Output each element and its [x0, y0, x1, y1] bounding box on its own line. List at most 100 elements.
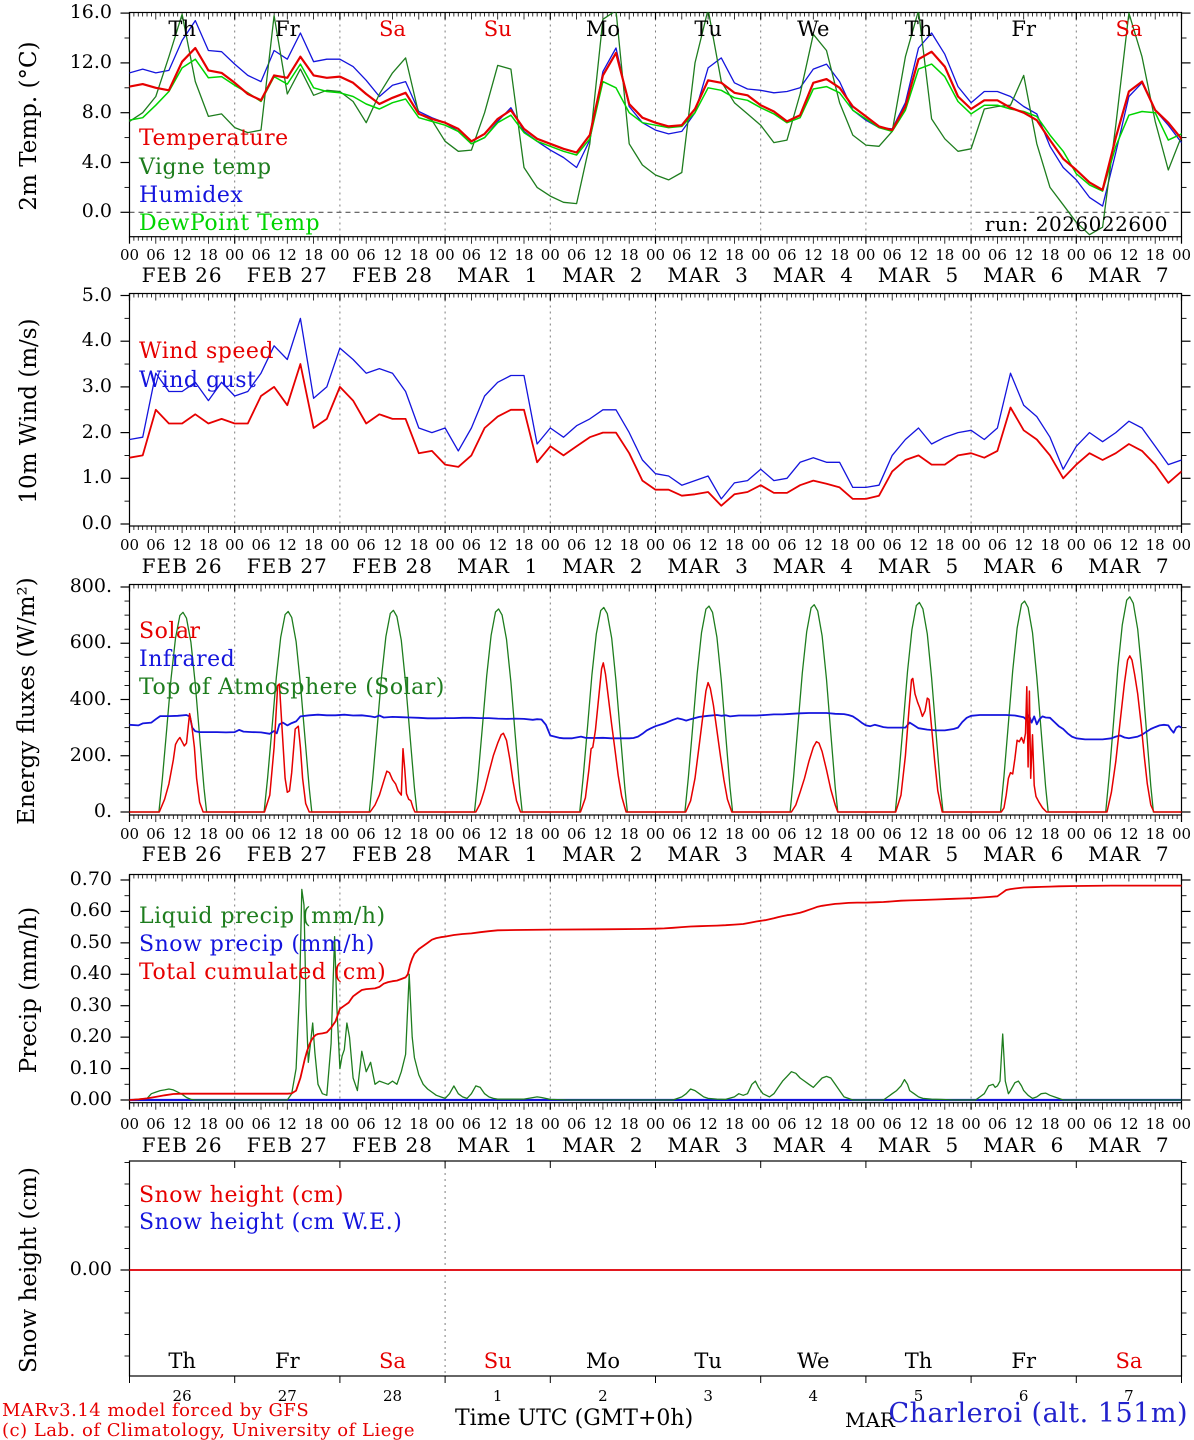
- x-hour-label: 00: [1171, 825, 1192, 843]
- y-tick-label: 8.0: [81, 100, 112, 123]
- legend-infrared: Infrared: [139, 647, 236, 672]
- x-hour-label: 06: [356, 1115, 376, 1133]
- x-hour-label: 18: [304, 246, 324, 264]
- x-axis-title: Time UTC (GMT+0h): [455, 1406, 694, 1431]
- x-hour-label: 00: [961, 536, 981, 554]
- x-hour-label: 06: [777, 825, 797, 843]
- x-hour-label: 00: [751, 825, 771, 843]
- bottom-date-label: 28: [382, 1387, 403, 1405]
- x-date-label: FEB 28: [352, 263, 433, 287]
- x-hour-label: 06: [672, 1115, 692, 1133]
- x-hour-label: 12: [1014, 246, 1034, 264]
- x-hour-label: 00: [856, 1115, 876, 1133]
- x-hour-label: 00: [540, 536, 560, 554]
- x-hour-label: 06: [1093, 246, 1113, 264]
- x-hour-label: 00: [225, 1115, 245, 1133]
- y-tick-label: 0.20: [69, 1025, 112, 1048]
- x-hour-label: 06: [567, 1115, 587, 1133]
- x-hour-label: 18: [409, 825, 429, 843]
- x-date-label: MAR 3: [667, 554, 749, 578]
- x-hour-label: 12: [698, 825, 718, 843]
- x-hour-label: 00: [751, 536, 771, 554]
- x-hour-label: 06: [672, 825, 692, 843]
- x-date-label: MAR 4: [772, 842, 855, 866]
- x-hour-label: 18: [304, 536, 324, 554]
- day-label-bottom: Mo: [585, 1349, 620, 1373]
- x-hour-label: 18: [619, 1115, 639, 1133]
- x-hour-label: 18: [409, 246, 429, 264]
- x-date-label: MAR 6: [982, 1133, 1065, 1157]
- x-hour-label: 06: [251, 1115, 271, 1133]
- x-hour-label: 06: [1093, 825, 1113, 843]
- x-hour-label: 06: [672, 536, 692, 554]
- y-tick-label: 3.0: [81, 374, 112, 397]
- y-tick-label: 16.0: [69, 1, 112, 24]
- bottom-date-label: 1: [492, 1387, 503, 1405]
- x-hour-label: 06: [882, 246, 902, 264]
- x-hour-label: 06: [356, 246, 376, 264]
- day-label-bottom: Th: [168, 1349, 196, 1373]
- legend-toa-solar: Top of Atmosphere (Solar): [139, 675, 445, 700]
- legend-wind-gust: Wind gust: [139, 368, 257, 393]
- series-wind-gust: [129, 317, 1182, 500]
- x-hour-label: 06: [882, 825, 902, 843]
- x-hour-label: 12: [1119, 246, 1139, 264]
- x-hour-label: 12: [277, 825, 297, 843]
- x-date-label: FEB 26: [141, 263, 223, 287]
- x-date-label: MAR 4: [772, 263, 855, 287]
- x-hour-label: 18: [198, 1115, 218, 1133]
- x-hour-label: 12: [1014, 825, 1034, 843]
- x-date-label: MAR 5: [877, 263, 960, 287]
- x-hour-label: 18: [514, 246, 534, 264]
- x-hour-label: 18: [1145, 536, 1165, 554]
- x-hour-label: 12: [593, 536, 613, 554]
- x-date-label: MAR 2: [562, 842, 644, 866]
- x-hour-label: 18: [935, 246, 955, 264]
- x-hour-label: 12: [1014, 1115, 1034, 1133]
- legend-total-cumulated: Total cumulated (cm): [139, 960, 387, 985]
- y-tick-label: 12.0: [69, 50, 112, 73]
- x-date-label: MAR 3: [667, 1133, 749, 1157]
- x-hour-label: 00: [645, 246, 666, 264]
- x-hour-label: 06: [356, 536, 376, 554]
- bottom-date-label: 26: [172, 1387, 192, 1405]
- series-total-cumulated-cm-: [129, 884, 1182, 1101]
- footer-model-credit: MARv3.14 model forced by GFS: [2, 1400, 310, 1421]
- x-hour-label: 12: [488, 246, 508, 264]
- y-tick-label: 5.0: [81, 283, 112, 306]
- x-hour-label: 00: [119, 825, 140, 843]
- x-hour-label: 00: [435, 536, 455, 554]
- x-hour-label: 18: [1145, 1115, 1165, 1133]
- x-hour-label: 18: [1040, 825, 1060, 843]
- day-label-top: Tu: [694, 17, 722, 41]
- x-date-label: MAR 6: [982, 554, 1065, 578]
- x-date-label: MAR 5: [877, 1133, 960, 1157]
- day-label-bottom: Fr: [1011, 1349, 1036, 1373]
- legend-temperature: Temperature: [139, 126, 289, 151]
- y-tick-label: 0.50: [69, 930, 112, 953]
- x-hour-label: 00: [540, 246, 560, 264]
- x-hour-label: 06: [251, 246, 271, 264]
- x-hour-label: 12: [1119, 536, 1139, 554]
- x-hour-label: 00: [751, 246, 771, 264]
- x-hour-label: 12: [803, 825, 823, 843]
- series-infrared: [129, 712, 1182, 741]
- x-hour-label: 00: [856, 246, 876, 264]
- day-label-bottom: Th: [904, 1349, 933, 1373]
- x-hour-label: 00: [1171, 246, 1192, 264]
- x-hour-label: 00: [119, 1115, 140, 1133]
- day-label-bottom: Sa: [379, 1349, 406, 1373]
- x-hour-label: 06: [356, 825, 376, 843]
- x-hour-label: 00: [1066, 246, 1086, 264]
- x-hour-label: 18: [1040, 246, 1060, 264]
- x-hour-label: 18: [409, 536, 429, 554]
- x-hour-label: 00: [645, 536, 666, 554]
- x-date-label: MAR 4: [772, 1133, 855, 1157]
- x-hour-label: 00: [961, 246, 981, 264]
- x-hour-label: 12: [803, 246, 823, 264]
- x-hour-label: 18: [514, 1115, 534, 1133]
- legend-liquid-precip: Liquid precip (mm/h): [139, 904, 386, 929]
- bottom-date-label: 7: [1124, 1387, 1134, 1405]
- x-hour-label: 00: [435, 1115, 455, 1133]
